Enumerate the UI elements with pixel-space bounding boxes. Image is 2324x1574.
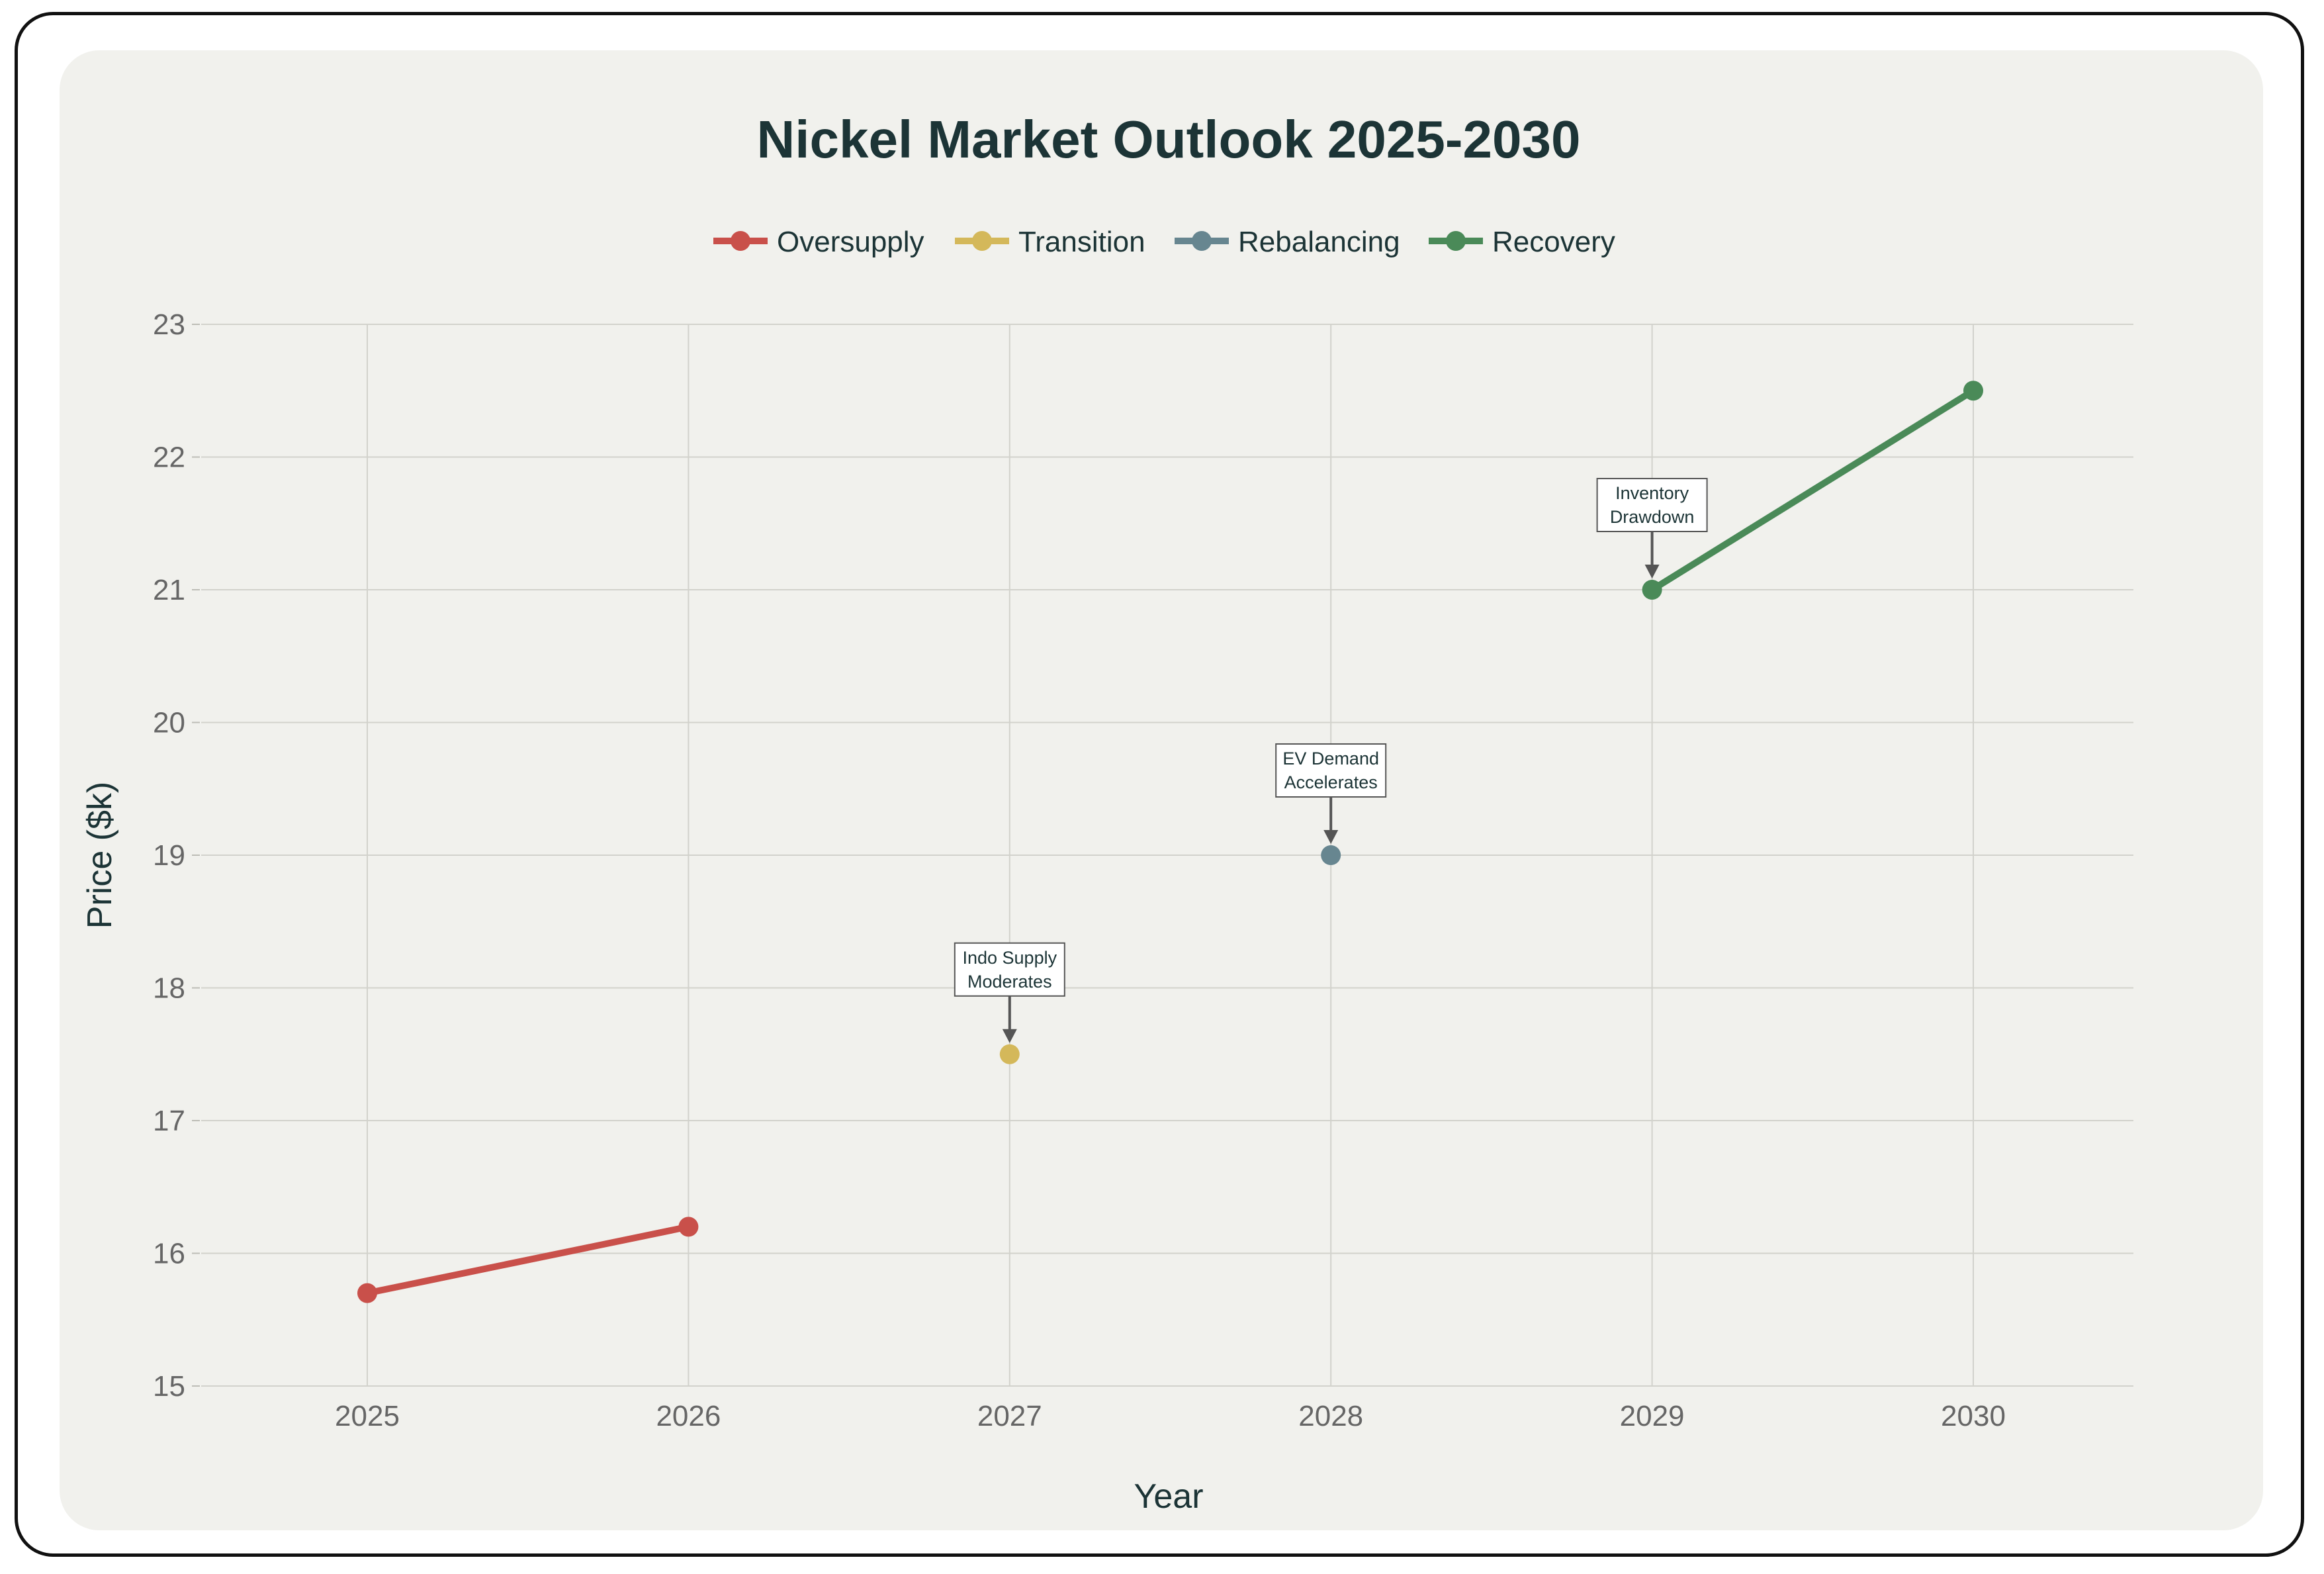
annotation-box: [1596, 478, 1708, 532]
x-tick-label: 2025: [335, 1400, 400, 1432]
y-tick-label: 17: [153, 1105, 185, 1137]
annotation-arrowhead: [1644, 565, 1660, 579]
legend-marker-oversupply: [731, 231, 750, 251]
data-point-oversupply: [678, 1217, 699, 1237]
y-tick-label: 16: [153, 1238, 185, 1270]
y-tick-label: 15: [153, 1370, 185, 1403]
data-point-recovery: [1963, 381, 1983, 401]
data-point-recovery: [1642, 580, 1662, 600]
legend-label-transition: Transition: [1018, 226, 1145, 258]
series-line-recovery: [1648, 387, 1977, 593]
legend: Oversupply Transition Rebalancing Recovery: [713, 226, 1615, 258]
x-axis: 2025 2026 2027 2028 2029 2030: [335, 1400, 2006, 1432]
legend-marker-rebalancing: [1192, 231, 1212, 251]
data-point-transition: [999, 1044, 1020, 1064]
legend-marker-transition: [972, 231, 992, 251]
annotations-layer: Indo Supply Moderates EV Demand Accelerates…: [954, 478, 1708, 1043]
series-line-oversupply: [364, 1223, 692, 1297]
x-tick-label: 2030: [1941, 1400, 2006, 1432]
y-tick-label: 23: [153, 308, 185, 341]
annotation-box: [1275, 743, 1387, 798]
x-tick-label: 2026: [656, 1400, 721, 1432]
annotation-label: Moderates: [967, 972, 1052, 992]
y-tick-label: 20: [153, 707, 185, 739]
y-axis-title: Price ($k): [81, 782, 119, 929]
annotation-arrowhead: [1323, 830, 1339, 844]
x-axis-title: Year: [1134, 1477, 1203, 1516]
grid: [201, 324, 2133, 1387]
legend-label-rebalancing: Rebalancing: [1238, 226, 1400, 258]
legend-label-recovery: Recovery: [1492, 226, 1615, 258]
y-tick-label: 22: [153, 441, 185, 474]
y-axis: 15 16 17 18 19 20 21 22 23: [153, 308, 200, 1403]
y-tick-label: 21: [153, 574, 185, 606]
legend-marker-recovery: [1446, 231, 1466, 251]
annotation-label: Drawdown: [1610, 507, 1695, 527]
y-tick-label: 19: [153, 839, 185, 872]
y-tick-label: 18: [153, 972, 185, 1005]
annotation-label: Accelerates: [1284, 772, 1378, 792]
x-tick-label: 2029: [1620, 1400, 1685, 1432]
data-point-rebalancing: [1321, 845, 1341, 865]
annotation-label: Inventory: [1615, 483, 1689, 503]
annotation-arrowhead: [1002, 1029, 1017, 1043]
series-layer: [357, 381, 1983, 1303]
annotation-label: EV Demand: [1282, 749, 1379, 768]
x-tick-label: 2028: [1298, 1400, 1363, 1432]
data-point-oversupply: [357, 1283, 377, 1303]
annotation-box: [954, 942, 1065, 997]
annotation-label: Indo Supply: [962, 948, 1057, 968]
chart-title: Nickel Market Outlook 2025-2030: [756, 110, 1580, 169]
legend-label-oversupply: Oversupply: [777, 226, 924, 258]
x-tick-label: 2027: [977, 1400, 1042, 1432]
